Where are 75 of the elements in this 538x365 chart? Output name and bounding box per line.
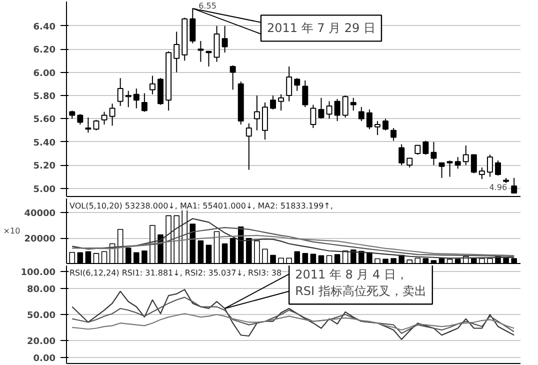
candlestick: [478, 166, 485, 180]
candlestick: [326, 100, 332, 120]
y-tick-label: 5.00: [33, 184, 56, 195]
candlestick: [141, 92, 148, 112]
candlestick: [318, 97, 324, 120]
candlestick: [350, 97, 356, 112]
candlestick: [398, 144, 405, 166]
candlestick: [230, 64, 236, 90]
candlestick: [133, 88, 140, 109]
y-tick-label: 100.00: [20, 268, 56, 278]
candlestick: [406, 158, 413, 168]
y-tick-label: 40000: [24, 209, 56, 220]
candlestick: [454, 156, 461, 170]
candlestick: [117, 78, 124, 106]
line-series: [72, 313, 515, 331]
candlestick: [382, 118, 388, 131]
candlestick: [366, 108, 372, 130]
candlestick: [342, 95, 348, 118]
candlestick: [109, 103, 116, 126]
annotation: 6.55: [198, 1, 216, 10]
y-tick-label: 5.20: [33, 162, 56, 172]
y-tick-label: 6.40: [33, 22, 56, 32]
y-tick-label: 20.00: [27, 336, 56, 347]
candlestick: [310, 104, 316, 129]
candlestick: [414, 144, 421, 156]
y-tick-label: 5.80: [33, 92, 56, 102]
y-tick-label: 6.20: [33, 46, 56, 56]
candlestick: [270, 95, 276, 110]
candlestick: [302, 80, 308, 108]
candlestick: [246, 122, 252, 170]
candlestick: [462, 144, 469, 166]
candlestick: [222, 25, 228, 54]
candlestick: [198, 40, 204, 62]
candlestick: [495, 160, 501, 176]
candlestick: [93, 119, 100, 131]
candlestick: [77, 114, 84, 126]
y-tick-label: 80.00: [27, 285, 56, 296]
candlestick: [174, 31, 180, 73]
candlestick: [85, 117, 92, 134]
candlestick: [358, 106, 364, 122]
candlestick: [278, 94, 284, 112]
y-tick-label: 0.00: [33, 354, 56, 364]
line-series: [72, 218, 515, 259]
text: ×10: [3, 226, 20, 236]
candlestick: [101, 111, 108, 126]
candlestick: [470, 154, 477, 174]
candlestick: [511, 177, 518, 194]
y-tick-label: 6.00: [33, 68, 56, 79]
candlestick: [430, 141, 437, 166]
annotation: RSI(6,12,24) RSI1: 31.881↓, RSI2: 35.037↓, RSI3: 38: [70, 268, 282, 278]
annotation: 2011 年 7 月 29 日: [266, 21, 376, 36]
annotation: 4.96: [489, 183, 508, 192]
candlestick: [125, 90, 132, 108]
y-tick-label: 5.60: [33, 115, 56, 126]
candlestick: [438, 162, 445, 178]
candlestick: [334, 98, 340, 122]
y-tick-label: 5.40: [33, 138, 56, 148]
line-series: [72, 234, 515, 256]
candlestick: [214, 25, 220, 62]
candlestick: [374, 120, 380, 136]
annotation: 2011 年 8 月 4 日， RSI 指标高位死叉，卖出: [295, 267, 426, 298]
line-series: [72, 296, 515, 334]
candlestick: [254, 95, 260, 131]
candlestick: [422, 140, 429, 156]
candlestick: [286, 66, 292, 102]
candlestick: [390, 128, 397, 142]
candlestick: [294, 78, 300, 92]
candlestick: [446, 160, 453, 178]
annotation: VOL(5,10,20) 53238.000↓, MA1: 55401.000↓, MA2: 51833.199↑,: [70, 202, 333, 210]
y-tick-label: 50.00: [27, 311, 56, 321]
y-tick-label: 20000: [24, 234, 56, 245]
candlestick: [149, 75, 156, 95]
candlestick: [206, 50, 212, 67]
candlestick: [262, 102, 268, 140]
candlestick: [486, 154, 493, 178]
